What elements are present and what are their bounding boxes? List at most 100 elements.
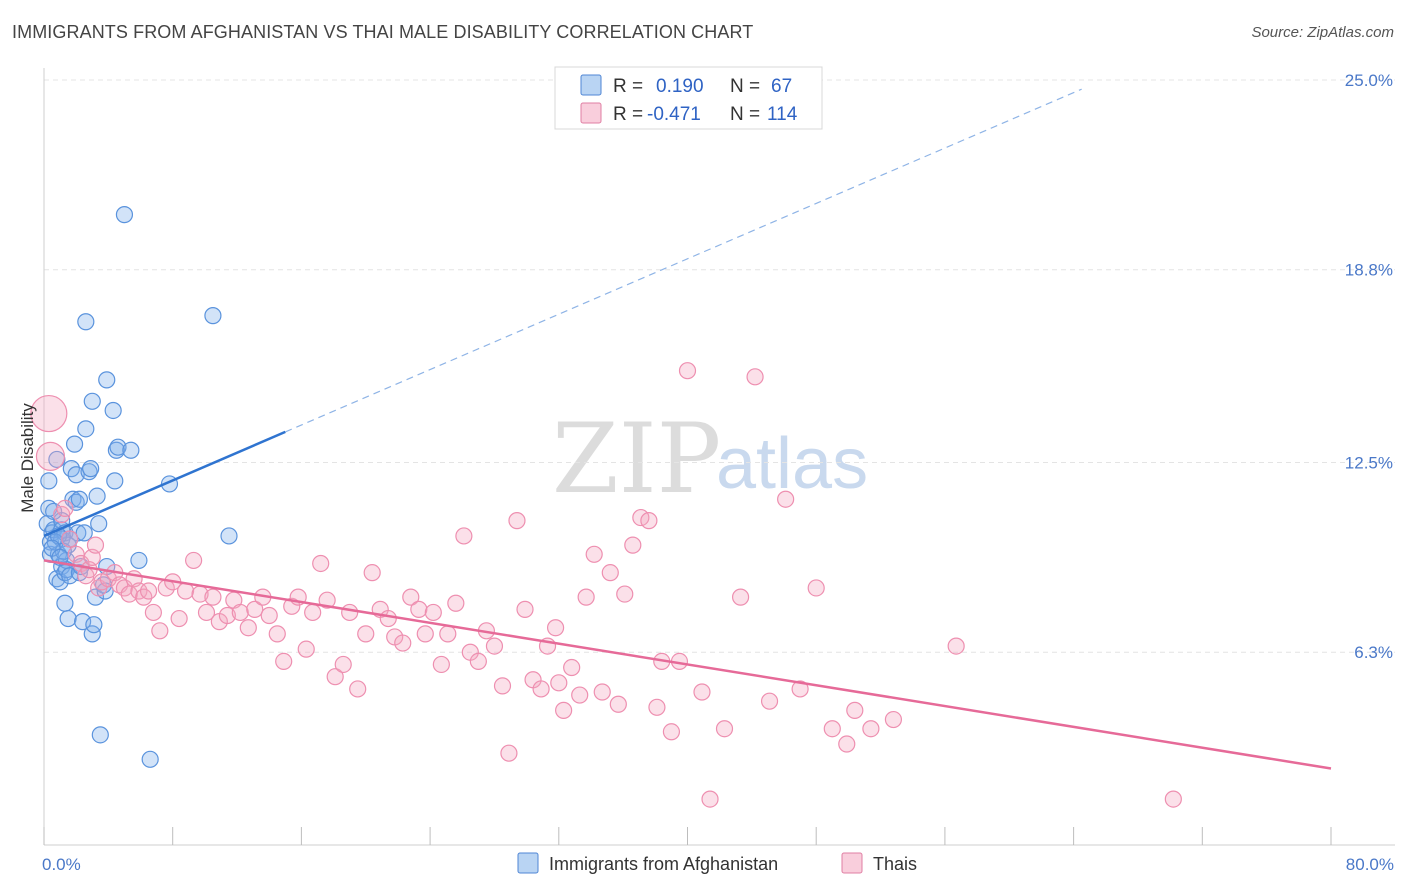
afghanistan-point-38 — [85, 616, 103, 634]
series-afghanistan-points — [38, 206, 238, 768]
thais-point-53 — [363, 564, 381, 582]
thais-point-89 — [640, 512, 658, 530]
thais-point-62 — [432, 655, 450, 674]
thais-point-75 — [532, 680, 550, 698]
afghanistan-point-21 — [59, 609, 77, 628]
legend-bottom-swatch-afghanistan — [517, 852, 539, 874]
thais-point-50 — [341, 603, 359, 622]
thais-point-48 — [326, 668, 344, 686]
afghanistan-point-25 — [65, 435, 84, 453]
thais-point-46 — [312, 554, 330, 573]
thais-point-100 — [777, 490, 795, 508]
chart-title: IMMIGRANTS FROM AFGHANISTAN VS THAI MALE… — [12, 22, 754, 42]
thais-point-103 — [823, 720, 841, 738]
thais-point-0 — [30, 394, 68, 433]
y-tick-label-1: 12.5% — [1345, 454, 1393, 473]
afghanistan-point-29 — [70, 490, 88, 508]
thais-point-30 — [197, 603, 216, 622]
afghanistan-point-52 — [122, 441, 140, 459]
thais-point-45 — [304, 603, 322, 622]
thais-point-73 — [516, 600, 534, 618]
thais-point-41 — [275, 652, 293, 671]
chart-source: Source: ZipAtlas.com — [1251, 24, 1394, 41]
thais-point-59 — [410, 600, 428, 618]
afghanistan-point-53 — [130, 551, 148, 570]
afghanistan-point-31 — [74, 613, 92, 631]
thais-point-111 — [550, 674, 568, 692]
thais-point-79 — [563, 658, 581, 677]
thais-point-60 — [416, 625, 434, 643]
thais-point-96 — [715, 720, 734, 738]
afghanistan-point-46 — [98, 371, 116, 389]
thais-point-104 — [838, 735, 856, 753]
thais-point-31 — [204, 588, 222, 606]
legend-top-n-label-1: N = — [730, 104, 760, 125]
afghanistan-point-36 — [83, 392, 101, 410]
axes — [43, 68, 1395, 846]
thais-point-87 — [624, 536, 642, 554]
legend-top-swatch-thais — [580, 102, 602, 124]
thais-point-71 — [500, 744, 518, 762]
y-tick-labels: 6.3% 12.5% 18.8% 25.0% — [1345, 71, 1393, 662]
thais-point-21 — [139, 582, 158, 600]
thais-point-23 — [151, 622, 169, 640]
thais-point-51 — [349, 680, 367, 698]
legend-bottom: Immigrants from Afghanistan Thais — [517, 852, 917, 874]
trend-line-afghanistan — [43, 430, 286, 538]
thais-point-5 — [67, 545, 85, 563]
y-tick-label-3: 25.0% — [1345, 71, 1393, 90]
thais-point-85 — [609, 695, 627, 713]
thais-point-33 — [218, 606, 236, 625]
thais-point-63 — [439, 625, 457, 643]
thais-point-99 — [760, 692, 779, 710]
afghanistan-point-39 — [86, 588, 105, 606]
thais-point-82 — [585, 545, 603, 563]
thais-point-61 — [424, 603, 442, 622]
thais-point-97 — [731, 588, 750, 606]
thais-point-94 — [693, 683, 711, 701]
thais-point-69 — [485, 637, 504, 655]
afghanistan-point-16 — [56, 594, 74, 612]
legend-top-r-value-1: -0.471 — [647, 104, 701, 125]
trend-line-thais — [43, 559, 1332, 770]
x-tick-label-0: 0.0% — [42, 855, 81, 874]
legend-top: R = 0.190 N = 67 R = -0.471 N = 114 — [554, 66, 823, 130]
thais-point-86 — [616, 585, 634, 603]
afghanistan-point-42 — [91, 726, 109, 744]
afghanistan-point-26 — [67, 466, 85, 484]
thais-point-55 — [379, 609, 397, 628]
afghanistan-point-57 — [220, 527, 238, 545]
y-tick-label-0: 6.3% — [1354, 643, 1393, 662]
thais-point-98 — [746, 368, 764, 386]
thais-point-106 — [862, 720, 880, 738]
legend-bottom-label-afghanistan: Immigrants from Afghanistan — [549, 854, 778, 874]
legend-bottom-swatch-thais — [841, 852, 863, 874]
thais-point-64 — [447, 594, 465, 612]
thais-point-4 — [61, 530, 79, 548]
thais-point-91 — [662, 723, 681, 741]
afghanistan-point-48 — [106, 472, 124, 490]
afghanistan-point-47 — [104, 401, 122, 420]
thais-point-77 — [546, 619, 565, 637]
series-thais-points — [30, 362, 1182, 808]
afghanistan-point-7 — [48, 450, 66, 469]
legend-bottom-label-thais: Thais — [873, 854, 917, 874]
thais-point-10 — [86, 536, 105, 554]
thais-point-90 — [648, 698, 666, 716]
afghanistan-point-41 — [90, 515, 108, 533]
grid — [44, 79, 1395, 653]
thais-point-83 — [593, 683, 611, 701]
x-tick-labels: 0.0% 80.0% — [42, 855, 1394, 874]
afghanistan-point-51 — [115, 206, 134, 224]
afghanistan-point-50 — [109, 438, 127, 456]
afghanistan-point-54 — [141, 750, 159, 768]
legend-top-n-value-1: 114 — [767, 104, 798, 125]
afghanistan-point-32 — [77, 313, 95, 331]
thais-point-101 — [791, 680, 809, 698]
thais-point-102 — [807, 579, 825, 597]
thais-point-58 — [402, 588, 420, 606]
thais-point-81 — [577, 588, 595, 606]
thais-point-95 — [701, 790, 719, 808]
legend-top-r-label-0: R = — [613, 76, 643, 97]
